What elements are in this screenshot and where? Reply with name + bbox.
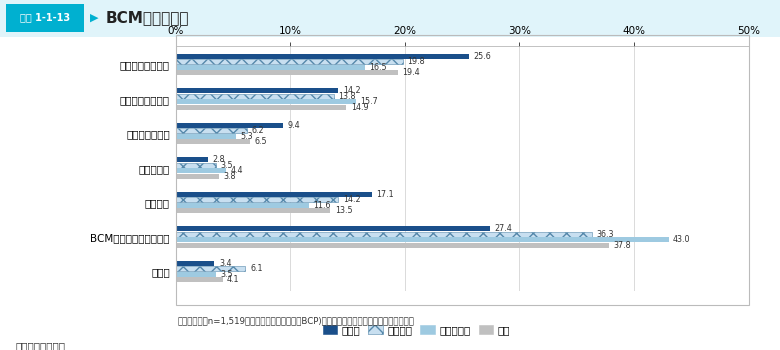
Text: 3.8: 3.8 <box>224 172 236 181</box>
Bar <box>176 105 346 110</box>
Text: 6.1: 6.1 <box>250 264 263 273</box>
Bar <box>176 168 226 173</box>
Text: 19.4: 19.4 <box>402 68 420 77</box>
Text: 11.6: 11.6 <box>313 201 331 210</box>
Text: 19.8: 19.8 <box>407 57 425 66</box>
Text: 9.4: 9.4 <box>288 121 300 130</box>
Text: 15.7: 15.7 <box>360 97 378 106</box>
Bar <box>176 174 219 179</box>
Bar <box>176 237 668 242</box>
Bar <box>176 70 398 75</box>
Text: 37.8: 37.8 <box>614 241 631 250</box>
Text: 14.2: 14.2 <box>343 86 360 95</box>
Text: 25.6: 25.6 <box>473 52 491 61</box>
Text: 3.4: 3.4 <box>219 259 232 268</box>
Text: 16.5: 16.5 <box>369 63 387 72</box>
Text: 5.3: 5.3 <box>241 132 254 141</box>
Bar <box>176 128 246 133</box>
Text: 4.4: 4.4 <box>231 166 243 175</box>
Bar <box>176 243 609 248</box>
Bar <box>176 232 592 237</box>
Bar <box>176 208 330 213</box>
Bar <box>176 54 469 59</box>
Bar <box>176 277 222 282</box>
Text: 【単数回答、n=1,519、対象：事業継続計画（BCP)を策定済み、策定中、策定予定の企業】: 【単数回答、n=1,519、対象：事業継続計画（BCP)を策定済み、策定中、策定… <box>178 317 415 326</box>
Bar <box>176 266 246 271</box>
Text: 17.1: 17.1 <box>376 190 394 199</box>
Bar <box>176 65 365 70</box>
Bar <box>176 226 490 231</box>
Legend: 大企業, 中堅企業, その他企業, 全体: 大企業, 中堅企業, その他企業, 全体 <box>318 321 514 339</box>
Text: BCMの実施状況: BCMの実施状況 <box>105 10 189 25</box>
Bar <box>176 134 236 139</box>
Text: 27.4: 27.4 <box>495 224 512 233</box>
Text: 13.8: 13.8 <box>339 92 356 101</box>
Text: 6.2: 6.2 <box>251 126 264 135</box>
Text: 3.5: 3.5 <box>220 270 233 279</box>
Bar <box>176 139 250 144</box>
Bar <box>176 272 215 277</box>
Text: 2.8: 2.8 <box>212 155 225 164</box>
Text: 43.0: 43.0 <box>673 235 690 244</box>
Bar <box>176 123 283 128</box>
FancyBboxPatch shape <box>6 5 84 32</box>
Text: 4.1: 4.1 <box>227 275 239 284</box>
Text: ▶: ▶ <box>90 13 98 23</box>
Bar <box>176 99 356 104</box>
Text: 14.2: 14.2 <box>343 195 360 204</box>
Bar <box>176 59 402 64</box>
Text: 13.5: 13.5 <box>335 206 353 215</box>
Bar <box>176 94 334 99</box>
Bar <box>176 261 214 266</box>
Text: 3.5: 3.5 <box>220 161 233 170</box>
Text: 6.5: 6.5 <box>254 137 268 146</box>
Bar <box>176 157 207 162</box>
Text: 36.3: 36.3 <box>596 230 614 239</box>
Bar <box>176 163 215 168</box>
Bar <box>176 203 309 208</box>
Bar <box>176 192 371 197</box>
Text: 出典：内閣府資料: 出典：内閣府資料 <box>16 341 66 350</box>
Text: 14.9: 14.9 <box>351 103 369 112</box>
Bar <box>176 88 339 93</box>
Text: 図表 1-1-13: 図表 1-1-13 <box>20 13 70 23</box>
Bar <box>176 197 339 202</box>
